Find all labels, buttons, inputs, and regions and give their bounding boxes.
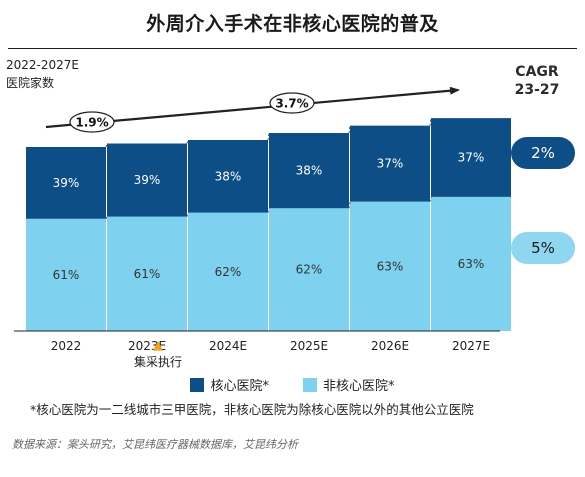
legend-label-noncore: 非核心医院* bbox=[323, 379, 395, 394]
connector-mid-4 bbox=[429, 196, 432, 202]
bar-core-2023E bbox=[107, 143, 187, 217]
x-tick-label-2027E: 2027E bbox=[452, 339, 490, 353]
subtitle-years: 2022-2027E bbox=[6, 58, 79, 72]
data-label-core-2023E: 39% bbox=[134, 173, 161, 187]
footnote: *核心医院为一二线城市三甲医院，非核心医院为除核心医院以外的其他公立医院 bbox=[30, 402, 474, 417]
data-label-core-2022: 39% bbox=[53, 176, 80, 190]
chart-title: 外周介入手术在非核心医院的普及 bbox=[146, 13, 439, 35]
connector-mid-3 bbox=[348, 201, 351, 209]
bar-noncore-2025E bbox=[269, 208, 349, 331]
bar-core-2022 bbox=[26, 147, 106, 219]
bar-core-2024E bbox=[188, 140, 268, 213]
policy-marker-icon: ▲ bbox=[153, 338, 163, 353]
data-label-noncore-2025E: 62% bbox=[296, 263, 323, 277]
cagr-period-label: 23-27 bbox=[514, 82, 560, 98]
cagr-label: CAGR bbox=[515, 64, 559, 80]
x-tick-label-2026E: 2026E bbox=[371, 339, 409, 353]
growth-label-2: 3.7% bbox=[275, 97, 308, 111]
data-label-core-2025E: 38% bbox=[296, 164, 323, 178]
subtitle-unit: 医院家数 bbox=[6, 76, 55, 90]
connector-mid-2 bbox=[267, 208, 270, 213]
policy-annotation-label: 集采执行 bbox=[134, 354, 182, 369]
data-label-noncore-2026E: 63% bbox=[377, 259, 404, 273]
growth-trend-arrow bbox=[45, 86, 460, 129]
bar-noncore-2026E bbox=[350, 201, 430, 331]
legend-swatch-noncore bbox=[303, 377, 317, 392]
data-label-core-2027E: 37% bbox=[458, 150, 485, 164]
data-label-noncore-2027E: 63% bbox=[458, 257, 485, 271]
legend-label-core: 核心医院* bbox=[210, 379, 269, 394]
data-source: 数据来源：案头研究，艾昆纬医疗器械数据库，艾昆纬分析 bbox=[12, 438, 298, 451]
x-tick-label-2025E: 2025E bbox=[290, 339, 328, 353]
chart-legend: 核心医院* 非核心医院* bbox=[0, 375, 585, 394]
bar-noncore-2027E bbox=[431, 196, 511, 331]
data-label-noncore-2023E: 61% bbox=[134, 267, 161, 281]
bar-core-2026E bbox=[350, 125, 430, 202]
bar-noncore-2023E bbox=[107, 216, 187, 331]
bar-noncore-2024E bbox=[188, 212, 268, 331]
growth-ellipse-2 bbox=[269, 92, 315, 114]
x-tick-label-2023E: 2023E bbox=[128, 339, 166, 353]
connector-top-1 bbox=[186, 139, 189, 144]
growth-ellipse-1 bbox=[69, 111, 115, 133]
connector-mid-1 bbox=[186, 212, 189, 217]
growth-label-1: 1.9% bbox=[75, 116, 108, 130]
x-tick-label-2024E: 2024E bbox=[209, 339, 247, 353]
bar-core-2027E bbox=[431, 118, 511, 197]
data-label-core-2026E: 37% bbox=[377, 157, 404, 171]
title-divider bbox=[8, 48, 577, 49]
legend-item-core: 核心医院* bbox=[190, 375, 269, 394]
connector-top-4 bbox=[429, 118, 432, 126]
bar-core-2025E bbox=[269, 133, 349, 209]
stacked-bar-chart: 61% 39% 2022 61% 39% 2023E 62% 38% 2024E 62% 38% 20… bbox=[14, 86, 511, 369]
data-label-noncore-2022: 61% bbox=[53, 268, 80, 282]
legend-item-noncore: 非核心医院* bbox=[303, 375, 395, 394]
x-tick-label-2022: 2022 bbox=[51, 339, 82, 353]
connector-top-0 bbox=[105, 143, 108, 148]
bar-noncore-2022 bbox=[26, 218, 106, 331]
connector-top-3 bbox=[348, 125, 351, 134]
cagr-noncore-badge: 5% bbox=[511, 232, 575, 264]
data-label-core-2024E: 38% bbox=[215, 169, 242, 183]
connector-mid-0 bbox=[105, 216, 108, 219]
connector-top-2 bbox=[267, 132, 270, 141]
data-label-noncore-2024E: 62% bbox=[215, 265, 242, 279]
legend-swatch-core bbox=[190, 377, 205, 392]
cagr-core-badge: 2% bbox=[511, 137, 575, 169]
